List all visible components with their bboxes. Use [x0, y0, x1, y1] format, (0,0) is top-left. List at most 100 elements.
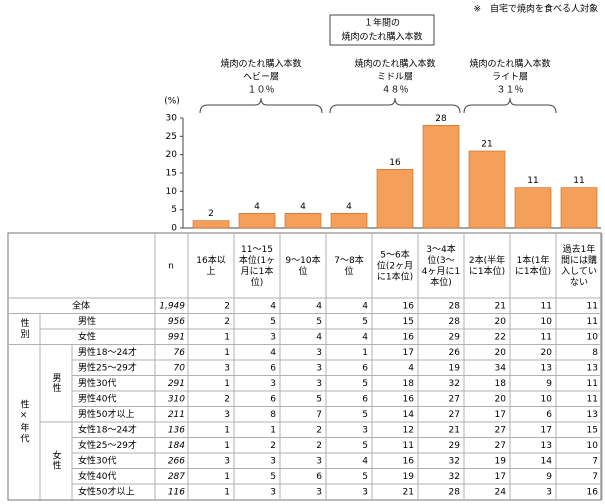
cell-value: 3	[316, 348, 322, 358]
row-label: 男性40代	[78, 392, 116, 404]
column-header: 本位)	[430, 276, 452, 288]
row-label: 女性25～29才	[78, 439, 137, 451]
cell-value: 3	[224, 410, 230, 420]
cell-value: 27	[495, 425, 506, 435]
cell-value: 5	[362, 379, 368, 389]
cell-value: 2	[316, 441, 322, 451]
brace	[463, 97, 557, 114]
cell-value: 12	[403, 425, 414, 435]
value-label: 2	[208, 209, 214, 219]
cell-value: 11	[587, 394, 598, 404]
column-header: ない	[570, 277, 588, 288]
cell-value: 3	[316, 379, 322, 389]
cell-value: 16	[403, 456, 415, 466]
cell-value: 11	[587, 317, 598, 327]
column-header: に1本位)	[377, 271, 413, 283]
column-header: n	[168, 262, 174, 272]
cell-value: 19	[449, 363, 461, 373]
cell-value: 34	[495, 363, 507, 373]
column-header: 1本(1年	[517, 254, 550, 266]
group-label: ライト層	[492, 72, 528, 83]
note: ※ 自宅で焼肉を食べる人対象	[473, 3, 598, 15]
cell-value: 3	[224, 363, 230, 373]
cell-value: 29	[449, 332, 461, 342]
cell-value: 10	[587, 332, 599, 342]
y-tick-label: 5	[171, 205, 177, 215]
column-header: 位)	[251, 276, 264, 288]
cell-value: 16	[403, 394, 415, 404]
cell-value: 16	[587, 487, 599, 497]
cell-value: 6	[270, 363, 276, 373]
cell-value: 2	[224, 317, 230, 327]
cell-value: 21	[449, 425, 460, 435]
cell-value: 17	[495, 410, 506, 420]
cell-value: 8	[592, 348, 598, 358]
cell-value: 14	[403, 410, 415, 420]
cell-value: 4	[316, 332, 322, 342]
n-value: 991	[168, 332, 185, 342]
bar	[514, 187, 552, 229]
cell-value: 4	[408, 363, 414, 373]
cell-value: 28	[449, 487, 461, 497]
y-tick-label: 20	[166, 150, 178, 160]
cell-value: 32	[449, 379, 460, 389]
cell-value: 13	[541, 363, 552, 373]
n-value: 70	[174, 363, 186, 373]
cell-value: 3	[362, 425, 368, 435]
cell-value: 26	[449, 348, 461, 358]
cell-value: 11	[587, 379, 598, 389]
title-box	[329, 14, 435, 46]
n-value: 184	[168, 441, 185, 451]
column-header: 9～10本	[285, 254, 320, 266]
column-header: 月に1本	[241, 265, 274, 277]
n-value: 291	[168, 379, 185, 389]
cell-value: 20	[495, 348, 507, 358]
cell-value: 15	[403, 317, 414, 327]
row-label: 女性30代	[78, 454, 116, 466]
row-label: 全体	[72, 299, 90, 311]
bar	[192, 220, 230, 229]
cell-value: 7	[316, 410, 322, 420]
chart-title: １年間の	[364, 17, 400, 29]
value-label: 16	[389, 158, 401, 168]
cell-value: 11	[541, 301, 552, 311]
n-value: 76	[174, 348, 186, 358]
cell-value: 1	[224, 332, 230, 342]
cell-value: 11	[403, 441, 414, 451]
cell-value: 5	[316, 394, 322, 404]
cell-value: 5	[362, 317, 368, 327]
n-value: 136	[168, 425, 185, 435]
cell-value: 18	[403, 379, 415, 389]
n-value: 266	[168, 456, 185, 466]
cell-value: 27	[449, 410, 460, 420]
cell-value: 19	[403, 472, 415, 482]
chart-title: 焼肉のたれ購入本数	[341, 31, 422, 43]
cell-value: 17	[495, 472, 506, 482]
cell-value: 18	[495, 379, 507, 389]
column-header: 本位(1ヶ	[239, 254, 275, 266]
cell-value: 22	[495, 332, 506, 342]
cell-value: 21	[403, 487, 414, 497]
cell-value: 4	[362, 301, 368, 311]
value-label: 4	[300, 202, 306, 212]
row-label: 男性	[78, 315, 96, 327]
column-header: 7～8本	[334, 254, 363, 266]
cell-value: 32	[449, 456, 460, 466]
cell-value: 1	[362, 348, 368, 358]
brace	[199, 97, 323, 114]
subgroup-label: 男性	[51, 373, 62, 393]
column-header: 位(3～	[427, 254, 454, 266]
y-tick-label: 25	[166, 132, 177, 142]
cell-value: 5	[316, 317, 322, 327]
cell-value: 3	[316, 363, 322, 373]
cell-value: 17	[403, 348, 414, 358]
cell-value: 3	[362, 487, 368, 497]
value-label: 11	[527, 176, 538, 186]
cell-value: 28	[449, 301, 461, 311]
cell-value: 3	[224, 456, 230, 466]
value-label: 11	[573, 176, 584, 186]
cell-value: 7	[592, 472, 598, 482]
section-label: 性×年代	[19, 398, 30, 444]
row-label: 男性50才以上	[78, 408, 134, 420]
